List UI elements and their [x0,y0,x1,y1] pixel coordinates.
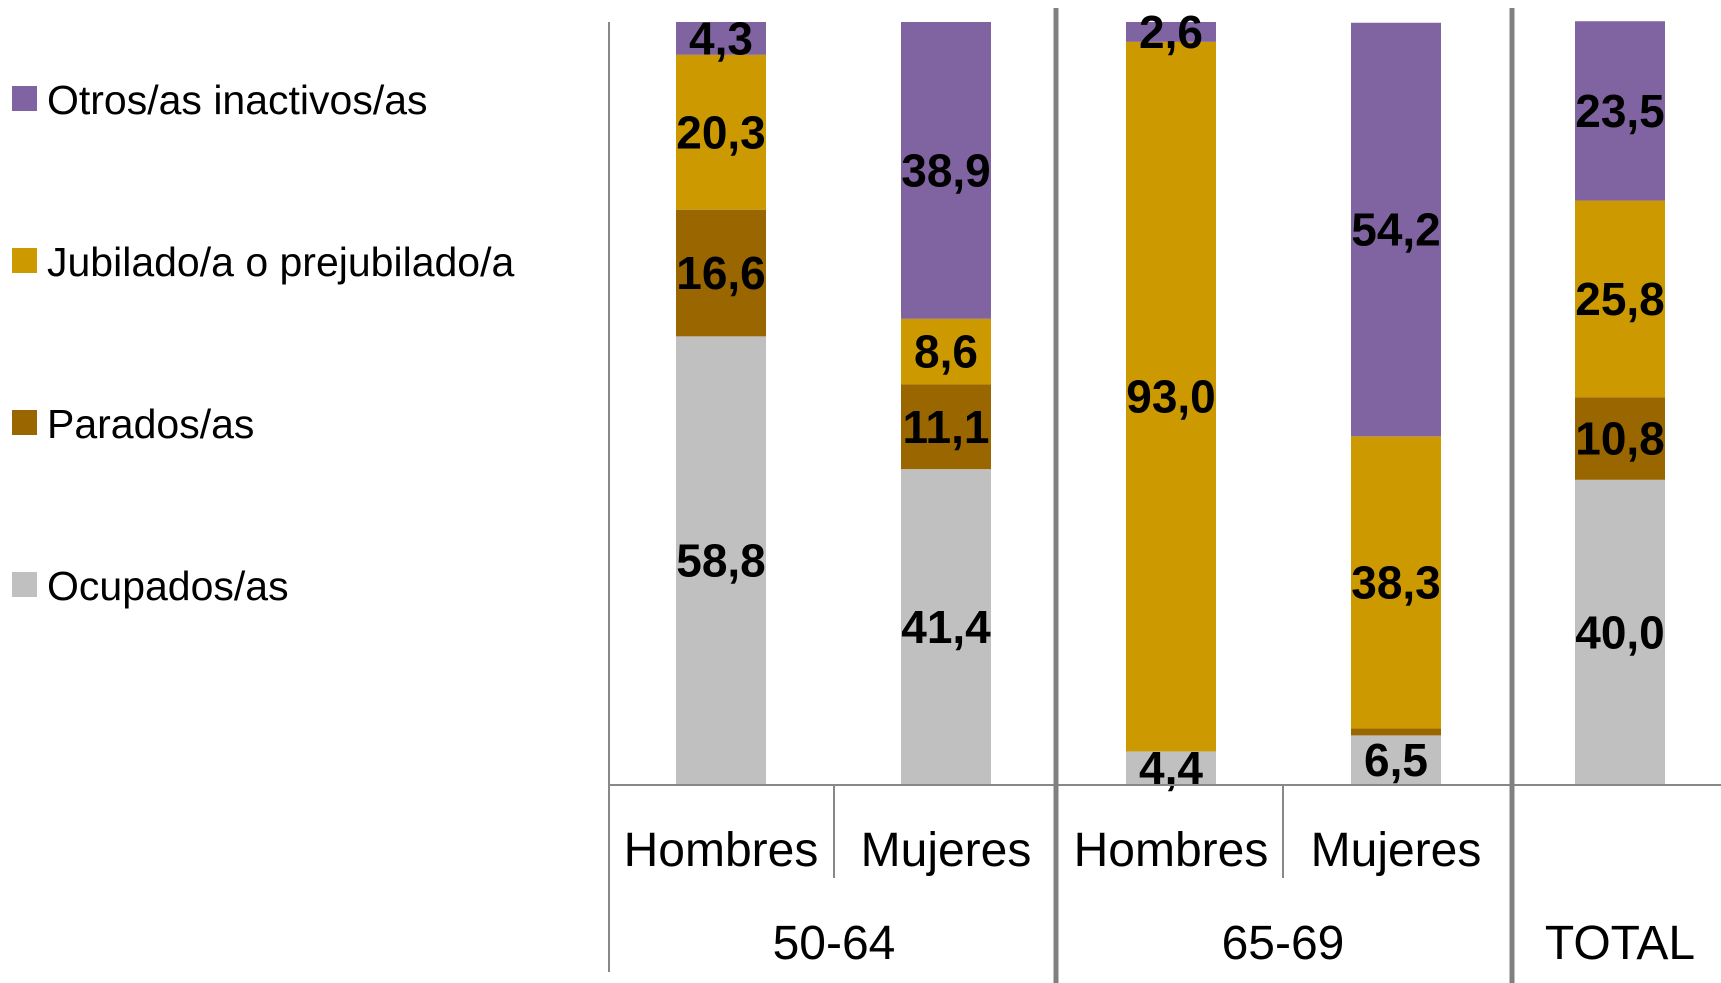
legend: Otros/as inactivos/as Jubilado/a o prejub… [12,77,514,609]
data-label-50-64-mujeres-otros-as-inactivos-as: 38,9 [901,144,991,196]
data-label-50-64-mujeres-parados-as: 11,1 [903,401,990,453]
data-label-65-69-hombres-jubilado-a-o-prejubilado-a: 93,0 [1126,371,1216,423]
data-label-50-64-mujeres-ocupados-as: 41,4 [901,601,991,653]
bar-segment-65-69-hombres-otros-as-inactivos-as [1126,22,1216,42]
data-label-50-64-hombres-otros-as-inactivos-as: 4,3 [689,12,753,64]
group-label-50-64: 50-64 [773,917,896,970]
data-label-65-69-hombres-otros-as-inactivos-as: 2,6 [1139,6,1203,58]
bar-segment-50-64-mujeres-parados-as [901,384,991,470]
data-label-50-64-hombres-ocupados-as: 58,8 [676,535,766,587]
category-label-65-69-mujeres: Mujeres [1311,824,1482,877]
legend-label-ocupados-as: Ocupados/as [47,563,289,609]
bar-segment-65-69-mujeres-otros-as-inactivos-as [1351,22,1441,437]
bar-segment-50-64-hombres-parados-as [676,209,766,337]
bar-segment-total-total-jubilado-a-o-prejubilado-a [1575,200,1665,398]
data-label-65-69-mujeres-jubilado-a-o-prejubilado-a: 38,3 [1351,556,1441,608]
category-label-65-69-hombres: Hombres [1074,824,1269,877]
bar-segment-50-64-mujeres-ocupados-as [901,469,991,785]
data-label-65-69-mujeres-ocupados-as: 6,5 [1364,734,1428,786]
bar-segment-65-69-hombres-ocupados-as [1126,751,1216,785]
data-label-50-64-mujeres-jubilado-a-o-prejubilado-a: 8,6 [914,326,978,378]
bar-segment-total-total-otros-as-inactivos-as [1575,21,1665,201]
bar-segment-50-64-hombres-ocupados-as [676,336,766,785]
category-label-50-64-hombres: Hombres [624,824,819,877]
bar-segment-65-69-hombres-jubilado-a-o-prejubilado-a [1126,41,1216,752]
data-label-50-64-hombres-jubilado-a-o-prejubilado-a: 20,3 [676,106,766,158]
legend-swatch-jubilado-a-o-prejubilado-a [12,248,37,273]
data-label-65-69-mujeres-otros-as-inactivos-as: 54,2 [1351,204,1441,256]
bar-segment-50-64-mujeres-otros-as-inactivos-as [901,22,991,319]
data-label-total-total-parados-as: 10,8 [1575,413,1665,465]
data-label-total-total-otros-as-inactivos-as: 23,5 [1575,85,1665,137]
data-label-total-total-ocupados-as: 40,0 [1575,606,1665,658]
category-axis: Hombres Mujeres Hombres Mujeres 50-64 65-69 TO… [608,8,1721,983]
bar-segment-65-69-mujeres-ocupados-as [1351,735,1441,785]
group-label-total: TOTAL [1545,917,1695,970]
bar-segment-65-69-mujeres-jubilado-a-o-prejubilado-a [1351,436,1441,729]
bar-segment-total-total-parados-as [1575,397,1665,480]
legend-swatch-ocupados-as [12,572,37,597]
data-label-50-64-hombres-parados-as: 16,6 [676,247,766,299]
legend-swatch-parados-as [12,410,37,435]
bar-segment-50-64-mujeres-jubilado-a-o-prejubilado-a [901,318,991,385]
legend-label-parados-as: Parados/as [47,401,254,447]
bar-segment-50-64-hombres-jubilado-a-o-prejubilado-a [676,54,766,210]
legend-swatch-otros-as-inactivos-as [12,86,37,111]
legend-label-otros-as-inactivos-as: Otros/as inactivos/as [47,77,428,123]
group-label-65-69: 65-69 [1222,917,1345,970]
bar-segment-50-64-hombres-otros-as-inactivos-as [676,22,766,55]
data-label-total-total-jubilado-a-o-prejubilado-a: 25,8 [1575,273,1665,325]
bar-segment-65-69-mujeres-parados-as [1351,728,1441,736]
category-label-50-64-mujeres: Mujeres [861,824,1032,877]
bar-segment-total-total-ocupados-as [1575,479,1665,785]
bars: 58,816,620,34,341,411,18,638,94,493,02,6… [676,6,1665,794]
legend-label-jubilado-a-o-prejubilado-a: Jubilado/a o prejubilado/a [47,239,514,285]
